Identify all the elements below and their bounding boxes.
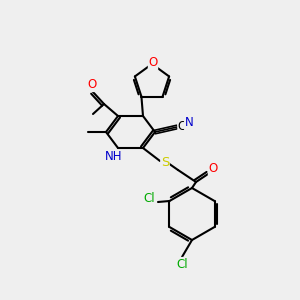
- Text: S: S: [161, 155, 169, 169]
- Text: O: O: [208, 163, 217, 176]
- Text: Cl: Cl: [143, 193, 155, 206]
- Text: O: O: [87, 79, 97, 92]
- Text: Cl: Cl: [176, 257, 188, 271]
- Text: N: N: [184, 116, 194, 130]
- Text: NH: NH: [105, 151, 123, 164]
- Text: C: C: [178, 119, 186, 133]
- Text: O: O: [148, 56, 158, 70]
